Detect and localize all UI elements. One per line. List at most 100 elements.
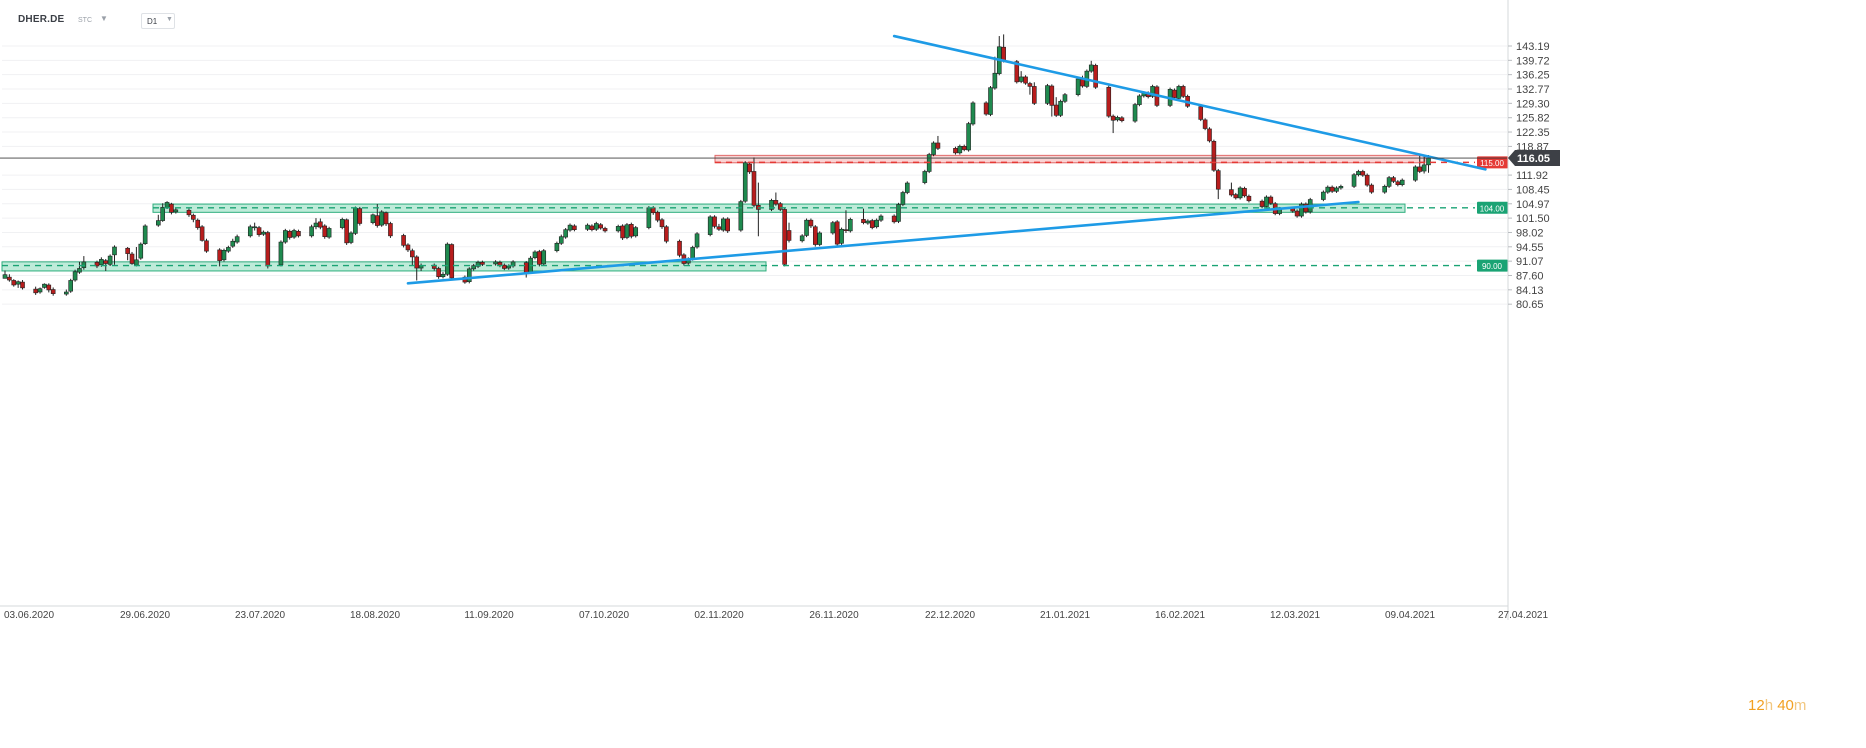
candle [322, 224, 328, 239]
candle [1351, 173, 1357, 188]
candle-body [602, 228, 608, 232]
x-axis: 03.06.2020 29.06.2020 23.07.2020 18.08.2020… [4, 610, 1548, 621]
candle-body [839, 228, 844, 244]
candle-body [615, 226, 621, 232]
candle-body [134, 259, 139, 266]
candle [1321, 190, 1326, 202]
candle [125, 247, 130, 261]
candle-body [64, 291, 69, 295]
candle [593, 221, 599, 231]
candle [966, 121, 971, 152]
candle-body [1351, 174, 1357, 187]
candle-body [234, 236, 240, 243]
candle [725, 217, 731, 233]
candle [64, 289, 69, 296]
candle [1045, 83, 1050, 105]
instrument-type-label[interactable]: STC [78, 17, 92, 24]
candle-body [804, 219, 809, 236]
candle [707, 215, 713, 237]
y-tick-label: 80.65 [1516, 299, 1544, 311]
candle-body [112, 246, 117, 256]
instrument-type-caret-icon[interactable]: ▼ [100, 14, 108, 23]
candle [848, 217, 853, 233]
candle [567, 223, 573, 232]
candle [922, 169, 928, 185]
candle [716, 223, 722, 231]
candle-body [1172, 89, 1177, 98]
candle [1137, 94, 1142, 107]
candle-body [773, 200, 779, 205]
candle-body [1264, 196, 1269, 207]
x-tick-label: 07.10.2020 [579, 610, 629, 621]
candle-body [1268, 196, 1274, 204]
candle [493, 260, 498, 266]
candle [900, 190, 906, 207]
symbol-label[interactable]: DHER.DE [18, 14, 65, 25]
y-tick-label: 136.25 [1516, 70, 1550, 82]
candle [195, 218, 201, 230]
candle-body [777, 203, 783, 210]
candle [1242, 186, 1247, 198]
candle-body [20, 281, 25, 289]
candle [931, 141, 936, 157]
candle [1198, 104, 1204, 122]
candle-body [1399, 179, 1405, 185]
candle-body [370, 214, 376, 223]
candle-body [125, 247, 130, 254]
candle [1246, 194, 1252, 203]
candle-body [348, 232, 354, 243]
candle-body [466, 268, 472, 282]
candle-body [572, 225, 577, 230]
candle [1360, 169, 1366, 177]
candle-body [900, 192, 906, 205]
candle-body [1413, 166, 1418, 181]
y-tick-label: 122.35 [1516, 127, 1550, 139]
candle [1058, 99, 1063, 117]
timeframe-select[interactable]: D1 ▼ [141, 13, 175, 29]
candle [357, 206, 363, 226]
candle-body [655, 212, 660, 221]
candle-body [318, 221, 323, 228]
candle [278, 240, 284, 267]
candle-body [808, 219, 814, 227]
candle-body [992, 72, 998, 89]
candle [186, 208, 192, 217]
candle-body [221, 250, 227, 261]
candle-body [799, 235, 805, 242]
candle-body [436, 268, 441, 278]
candle [1176, 84, 1182, 101]
candle [830, 220, 836, 235]
x-tick-label: 29.06.2020 [120, 610, 170, 621]
candle-body [1299, 203, 1304, 217]
candle [15, 280, 21, 288]
candle-body [1198, 106, 1204, 120]
candle-body [817, 232, 822, 245]
candle-body [506, 265, 512, 269]
candle [558, 234, 564, 245]
level-tag-115.00: 115.00 [1477, 156, 1508, 169]
candle-body [50, 289, 56, 294]
candle [1215, 168, 1221, 200]
candle [283, 228, 288, 244]
candle-body [659, 219, 665, 228]
y-tick-label: 129.30 [1516, 98, 1550, 110]
candle [957, 144, 963, 155]
y-tick-label: 125.82 [1516, 113, 1550, 125]
level-tag-text: 90.00 [1482, 262, 1503, 271]
candle [646, 206, 652, 230]
candle [291, 228, 297, 239]
candle-body [1106, 86, 1112, 117]
candle [252, 222, 257, 231]
candle [204, 238, 209, 253]
candle-body [440, 273, 446, 278]
candle-body [953, 148, 958, 154]
candle-body [2, 274, 8, 279]
candle-body [1360, 171, 1366, 176]
candle [410, 248, 415, 266]
candle-body [191, 214, 196, 220]
candle-body [1382, 186, 1387, 193]
candle [221, 248, 227, 262]
candle-body [1053, 104, 1059, 116]
candle-body [1058, 100, 1063, 116]
